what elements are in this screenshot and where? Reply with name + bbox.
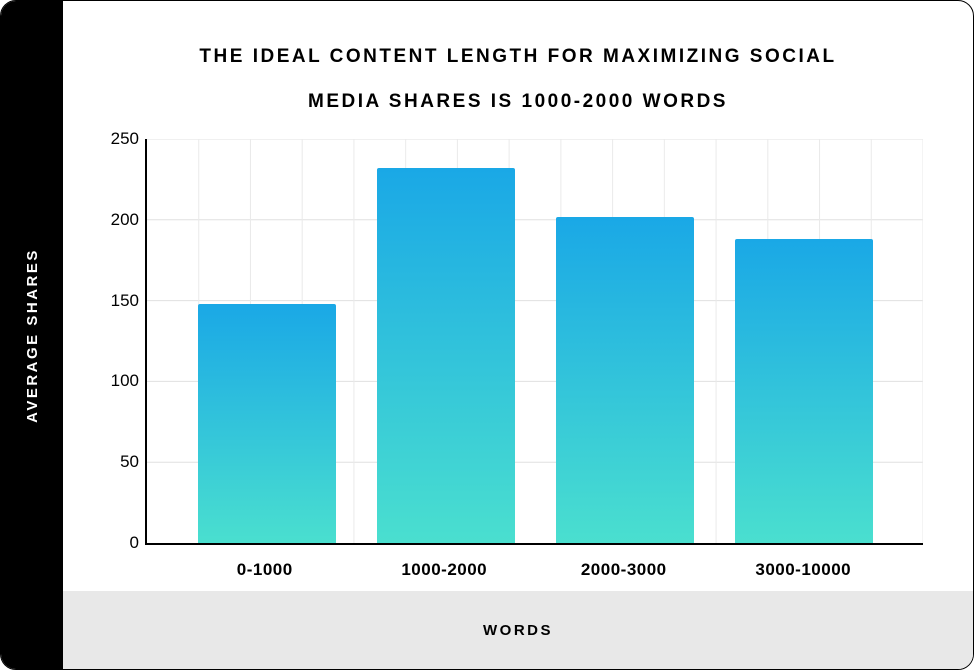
chart-main: THE IDEAL CONTENT LENGTH FOR MAXIMIZING … [63, 1, 973, 669]
y-axis-label: AVERAGE SHARES [24, 248, 41, 423]
x-ticks: 0-1000 1000-2000 2000-3000 3000-10000 [145, 549, 923, 591]
y-tick-label: 200 [97, 210, 139, 230]
y-axis-sidebar: AVERAGE SHARES [1, 1, 63, 669]
x-axis-label: WORDS [483, 622, 553, 639]
x-tick-label: 2000-3000 [555, 560, 693, 580]
x-axis-band: WORDS [63, 591, 973, 669]
bar [556, 217, 694, 543]
chart-title-line-2: MEDIA SHARES IS 1000-2000 WORDS [123, 92, 913, 111]
bar [377, 168, 515, 543]
chart-title: THE IDEAL CONTENT LENGTH FOR MAXIMIZING … [63, 1, 973, 129]
x-tick-label: 3000-10000 [734, 560, 872, 580]
x-tick-label: 1000-2000 [375, 560, 513, 580]
y-tick-label: 0 [97, 533, 139, 553]
bar [735, 239, 873, 543]
bars-group [147, 139, 923, 543]
chart: 050100150200250 0-10001000-20002000-3000… [73, 129, 943, 591]
chart-zone: 050100150200250 0-10001000-20002000-3000… [63, 129, 973, 591]
chart-card: AVERAGE SHARES THE IDEAL CONTENT LENGTH … [0, 0, 974, 670]
plot-area: 050100150200250 [145, 139, 923, 545]
y-tick-label: 150 [97, 291, 139, 311]
chart-title-line-1: THE IDEAL CONTENT LENGTH FOR MAXIMIZING … [123, 47, 913, 66]
y-tick-label: 100 [97, 371, 139, 391]
bar [198, 304, 336, 543]
x-tick-label: 0-1000 [196, 560, 334, 580]
y-tick-label: 250 [97, 129, 139, 149]
y-tick-label: 50 [97, 452, 139, 472]
